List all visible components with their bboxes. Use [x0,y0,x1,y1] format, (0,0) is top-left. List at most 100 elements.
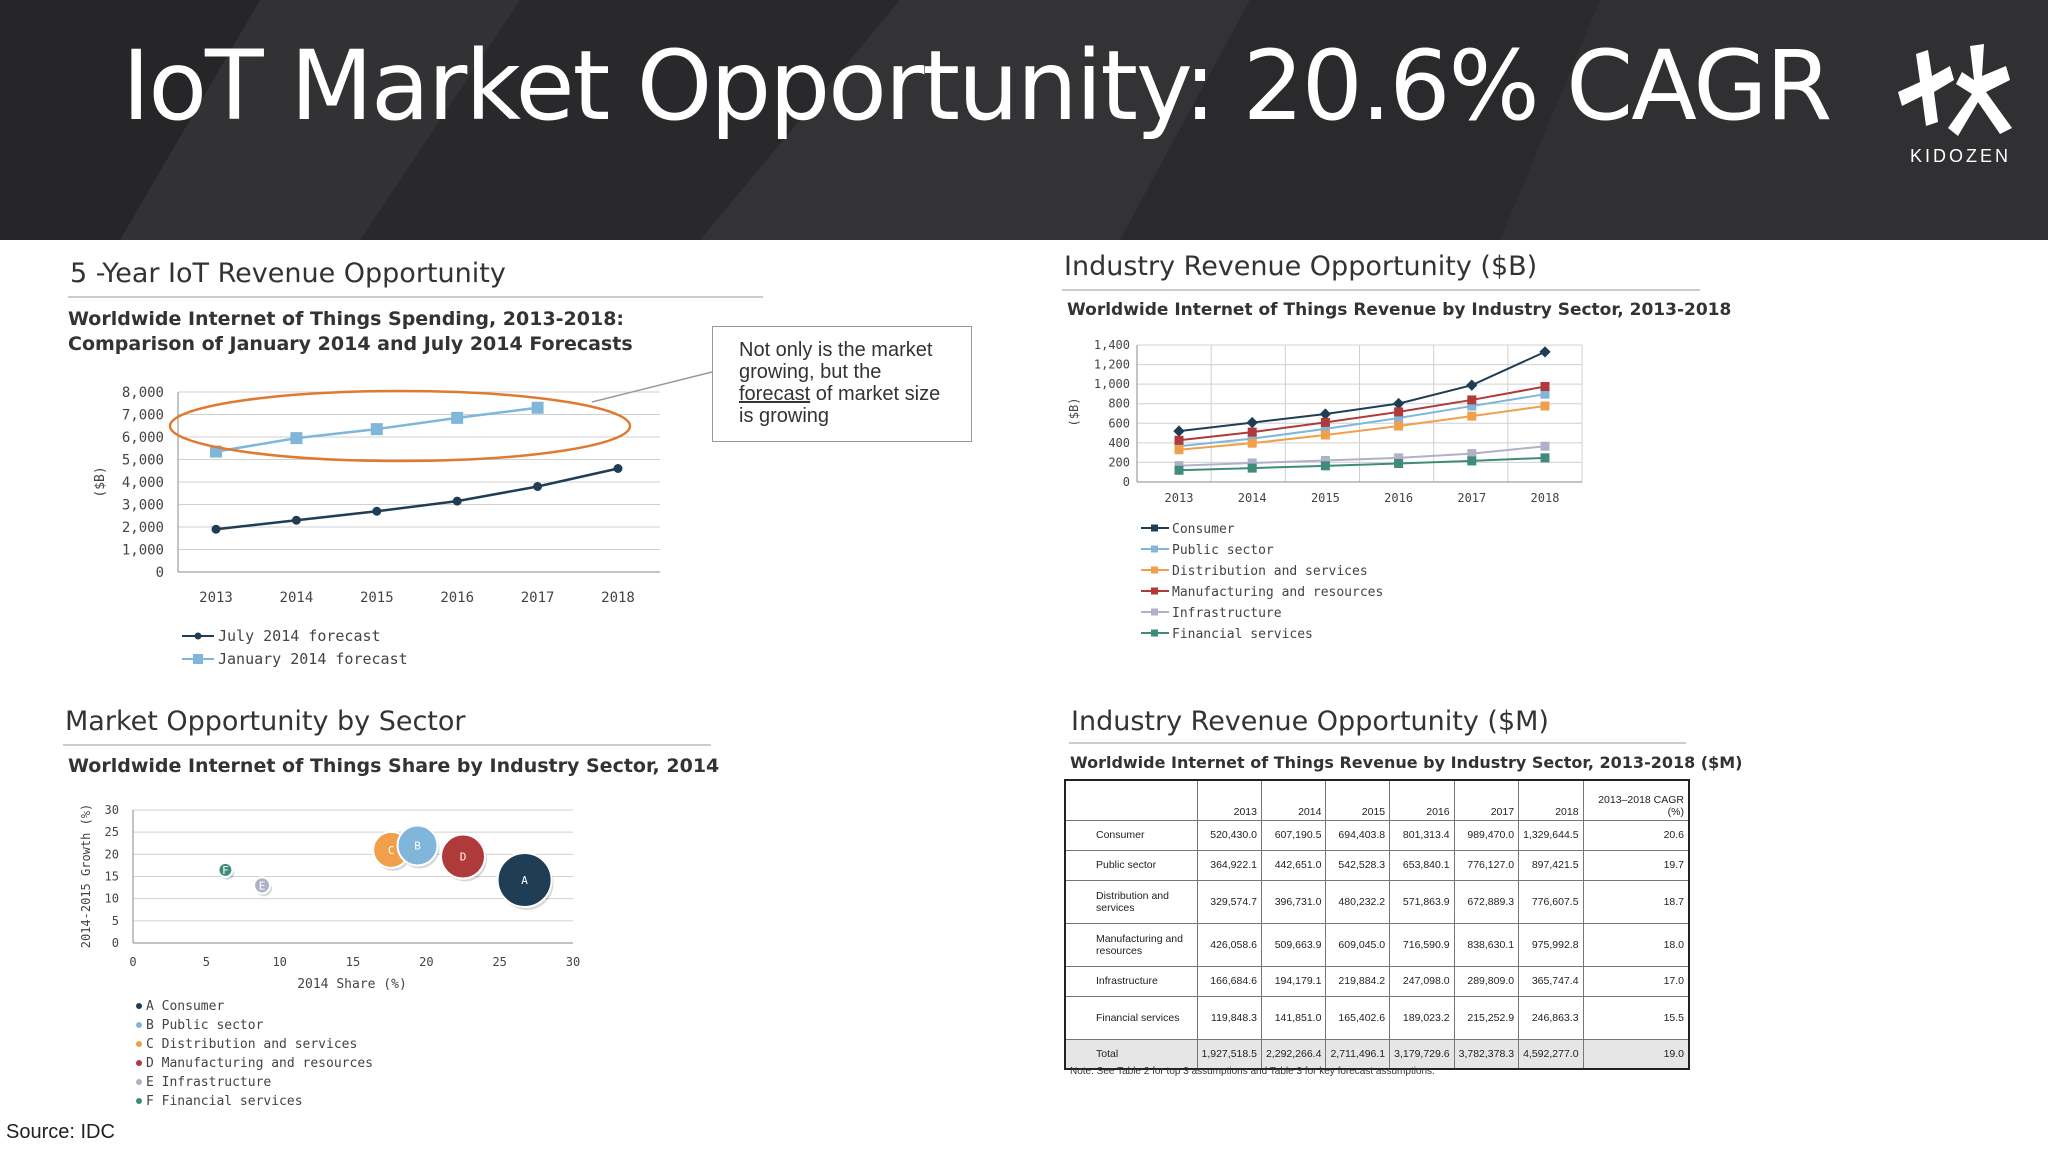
table-cell: 219,884.2 [1325,965,1391,997]
header-background [0,0,2048,240]
table-cell: 18.0 [1582,922,1690,967]
x-tick-label: 2013 [1165,491,1194,505]
data-point [531,401,544,414]
table-cell: 3,179,729.6 [1389,1038,1455,1070]
data-point [1540,453,1550,463]
table-cell: 19.7 [1582,849,1690,881]
table-cell: 15.5 [1582,995,1690,1040]
table-header-row: 2013 2014 2015 2016 2017 2018 2013–2018 CAGR (… [1064,779,1690,821]
data-point [1320,455,1330,465]
table-column-header: 2017 [1453,779,1520,821]
series-line-infrastructure [1178,445,1546,467]
table-row: Infrastructure 166,684.6 194,179.1 219,884.… [1064,965,1690,997]
legend-marker [1151,566,1158,574]
y-tick-label: 0 [1123,475,1130,489]
table-cell: 365,747.4 [1518,965,1584,997]
data-point [1320,417,1330,427]
data-point [1247,463,1257,473]
data-point [1320,430,1330,440]
table-cell: 165,402.6 [1325,995,1391,1040]
y-tick-label: 20 [105,847,119,861]
legend-label: E Infrastructure [146,1075,271,1090]
series-line-manufacturing-and-resources [1178,385,1546,442]
table-cell: 396,731.0 [1260,879,1327,924]
table-column-header: 2013 [1196,779,1262,821]
table-cell: 694,403.8 [1325,819,1391,851]
legend-marker [136,1022,142,1028]
sector-chart-subtitle: Worldwide Internet of Things Share by In… [68,755,720,777]
highlight-ellipse [168,389,632,463]
callout-underlined-word: forecast [739,383,811,405]
table-cell: 2,292,266.4 [1260,1038,1327,1070]
legend-marker [194,632,202,640]
table-cell: 989,470.0 [1453,819,1520,851]
data-point [1394,407,1404,417]
legend-label: B Public sector [146,1018,264,1033]
x-tick-label: 2014 [280,590,314,606]
table-row-label: Financial services [1064,995,1198,1040]
x-tick-label: 5 [203,955,210,969]
y-axis-label: ($B) [1067,398,1081,427]
table-row-label: Distribution and services [1064,879,1198,924]
table-column-header: 2018 [1518,779,1584,821]
data-point [1247,427,1257,437]
legend-label: Financial services [1172,627,1313,642]
x-tick-label: 2018 [601,590,635,606]
logo-text: KIDOZEN [1910,146,2012,166]
data-point [1174,461,1184,471]
table-column-header: 2015 [1325,779,1391,821]
x-tick-label: 15 [346,955,360,969]
industry-b-section-title: Industry Revenue Opportunity ($B) [1064,251,1538,282]
table-cell: 246,863.3 [1518,995,1584,1040]
data-point [1319,408,1332,420]
y-tick-label: 5 [112,914,119,928]
x-tick-label: 2013 [199,590,233,606]
data-point [1466,379,1478,391]
table-cell: 364,922.1 [1196,849,1262,881]
y-tick-label: 800 [1108,397,1130,411]
table-cell: 3,782,378.3 [1453,1038,1520,1070]
industry-m-section-rule [1069,742,1686,744]
y-tick-label: 7,000 [122,408,164,424]
data-point [1174,435,1184,445]
x-tick-label: 2015 [1311,491,1340,505]
y-tick-label: 1,400 [1094,338,1130,352]
bubble-e-infrastructure [253,876,272,895]
table-cell: 838,630.1 [1453,922,1520,967]
data-point [452,496,462,506]
legend-label: Distribution and services [1172,564,1368,579]
bubble-b-public-sector [396,824,439,867]
table-cell: 653,840.1 [1389,849,1455,881]
table-row: Financial services 119,848.3 141,851.0 165,… [1064,995,1690,1040]
spending-section-rule [68,296,763,298]
sector-section-rule [63,744,711,746]
legend-label: Consumer [1172,522,1235,537]
legend-marker [136,1098,142,1104]
legend-marker [136,1003,142,1009]
data-point [1467,411,1477,421]
table-cell: 520,430.0 [1196,819,1262,851]
x-tick-label: 2016 [440,590,474,606]
x-tick-label: 2015 [360,590,394,606]
table-cell: 776,127.0 [1453,849,1520,881]
bubble-label: E [259,879,266,892]
table-cell: 247,098.0 [1389,965,1455,997]
x-tick-label: 0 [129,955,136,969]
sector-section-title: Market Opportunity by Sector [65,706,466,737]
x-tick-label: 2018 [1531,491,1560,505]
legend-label: A Consumer [146,999,224,1014]
y-tick-label: 200 [1108,455,1130,469]
table-cell: 166,684.6 [1196,965,1262,997]
table-cell: 141,851.0 [1260,995,1327,1040]
legend-marker [1151,587,1158,595]
data-point [1394,459,1404,469]
x-tick-label: 2017 [521,590,555,606]
y-tick-label: 10 [105,892,119,906]
y-tick-label: 6,000 [122,430,164,446]
legend-marker [136,1079,142,1085]
data-point [1540,382,1550,392]
data-point [291,515,301,525]
data-point [1247,438,1257,448]
series-line-financial-services [1178,456,1546,472]
